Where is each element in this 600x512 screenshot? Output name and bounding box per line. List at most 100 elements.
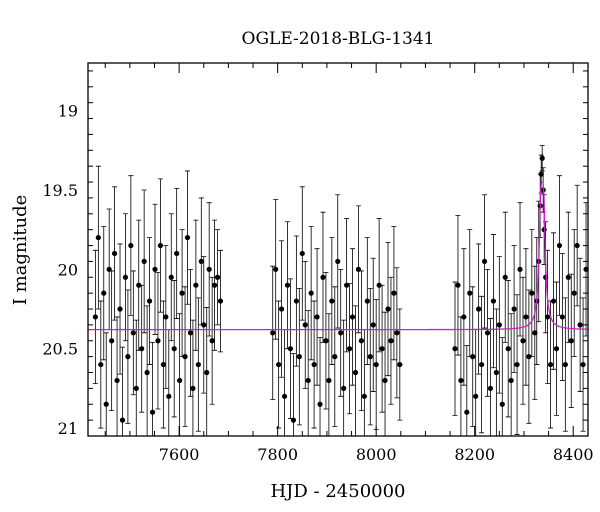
data-point [379,346,385,352]
data-point [152,266,158,272]
data-point [122,274,129,280]
data-point [467,290,473,296]
data-point [284,282,291,288]
data-point [103,401,109,407]
data-point [209,338,215,344]
data-point [547,361,554,368]
data-point [193,282,199,288]
data-point [320,274,326,280]
data-point [317,401,323,407]
x-tick-label: 8200 [454,445,495,464]
data-point [484,330,491,336]
data-point [206,266,212,272]
data-point [452,346,458,352]
data-point [502,274,508,280]
data-point [332,354,338,360]
data-point [358,338,364,344]
data-point [493,369,499,376]
y-tick-label: 19 [58,102,78,121]
data-point [478,361,485,368]
data-point [565,274,571,280]
data-point [505,346,511,352]
data-point [117,306,123,312]
data-point [163,314,169,320]
data-point [562,361,568,368]
data-point [276,361,282,368]
y-tick-label: 20 [58,260,78,279]
data-point [532,330,538,336]
data-point [364,298,370,304]
y-tick-label: 21 [58,419,78,438]
data-point [553,346,560,352]
data-point [388,338,394,344]
data-point [182,354,188,360]
data-point [98,361,104,368]
data-point [376,282,382,288]
data-point [128,242,134,249]
data-point [511,306,517,312]
data-point [177,377,183,384]
data-point [361,393,367,399]
data-point [157,242,164,249]
data-point [139,346,145,352]
data-point [397,361,403,368]
data-point [539,155,545,161]
data-point [574,242,580,249]
data-point [323,338,329,344]
data-point [517,266,523,272]
data-point [338,330,344,336]
data-point [355,266,362,272]
data-point [556,242,563,249]
data-point [101,290,107,296]
data-point [112,250,118,257]
data-point [149,409,156,415]
data-point [198,258,204,265]
model-curve [88,181,588,331]
errorbars-group [92,145,588,436]
data-point [179,290,185,296]
data-point [583,266,588,272]
data-point [520,338,526,344]
data-point [496,322,502,328]
data-point [190,385,196,391]
data-point [514,361,520,368]
data-point [195,361,201,368]
x-axis-ticks: 7600 7800 8000 8200 8400 [104,63,594,464]
data-point [144,369,150,376]
data-point [166,393,172,399]
data-point [367,354,373,360]
data-point [464,409,470,415]
data-point [296,354,302,360]
data-point [278,306,285,312]
data-point [119,417,126,423]
data-point [130,330,136,336]
data-point [184,234,191,241]
model-curve-group [88,181,588,331]
data-points-group [92,155,588,423]
plot-frame [87,62,589,437]
data-point [273,266,279,272]
data-point [481,258,488,265]
data-point [352,369,359,376]
data-point [455,282,461,288]
data-point [299,250,305,257]
x-tick-label: 8400 [553,445,594,464]
data-point [523,314,529,320]
data-point [281,393,288,399]
data-point [577,322,583,328]
data-point [538,171,544,177]
data-point [473,393,479,399]
y-tick-label: 20.5 [42,340,78,359]
data-point [508,377,514,384]
data-point [526,354,532,360]
data-point [341,385,347,391]
data-point [136,282,142,288]
data-point [133,385,139,391]
data-point [458,377,464,384]
data-point [391,290,397,296]
data-point [326,377,332,384]
data-point [335,258,341,265]
data-point [168,274,174,280]
data-point [382,377,388,384]
data-point [311,361,317,368]
